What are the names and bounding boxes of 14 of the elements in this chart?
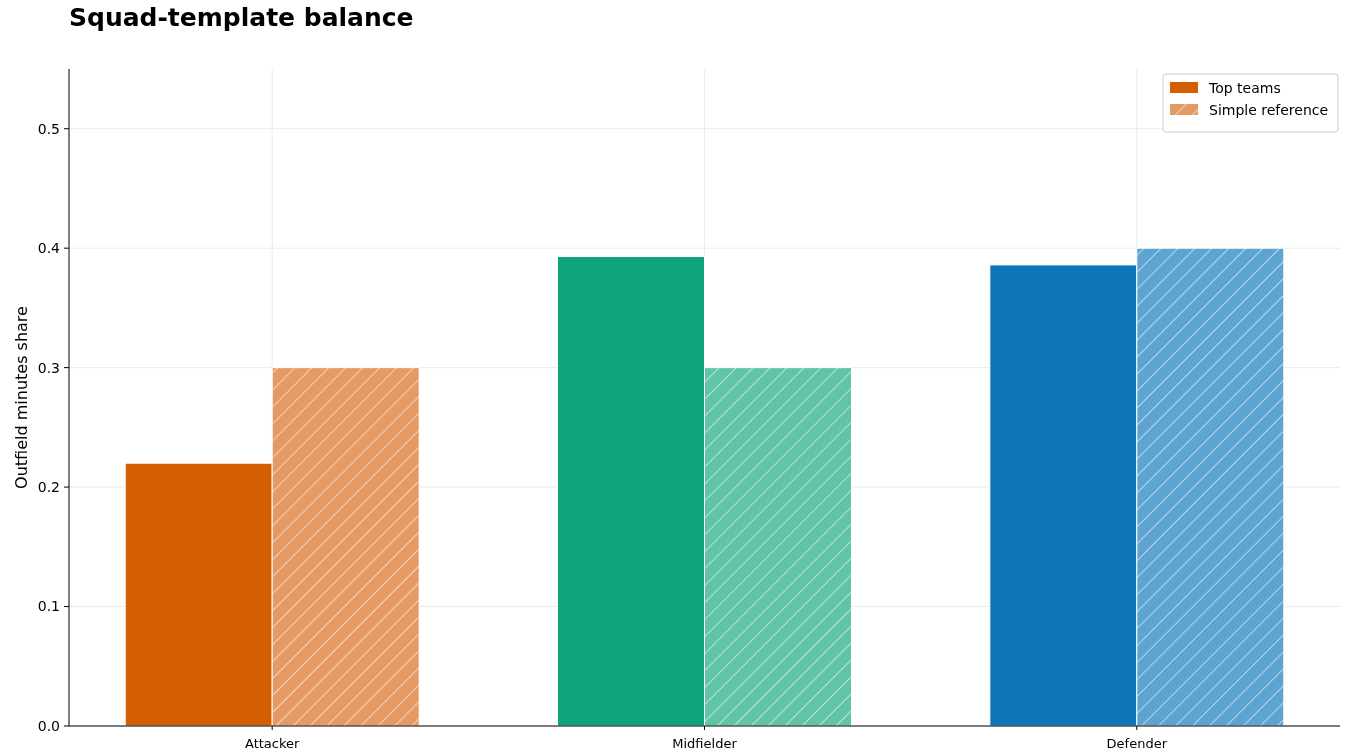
x-tick-label: Midfielder	[672, 736, 738, 751]
x-tick-label: Defender	[1106, 736, 1168, 751]
y-tick-label: 0.4	[37, 240, 61, 257]
bar	[124, 462, 273, 727]
y-tick-label: 0.3	[37, 359, 60, 376]
y-axis-title: Outfield minutes share	[12, 306, 31, 489]
y-tick-label: 0.2	[37, 478, 60, 495]
y-tick-label: 0.1	[37, 598, 60, 615]
chart-title: Squad-template balance	[69, 3, 414, 32]
y-tick-label: 0.0	[37, 717, 60, 734]
x-tick-label: Attacker	[244, 736, 301, 751]
legend-label: Simple reference	[1209, 101, 1329, 118]
y-tick-label: 0.5	[37, 120, 60, 137]
legend-label: Top teams	[1208, 79, 1281, 96]
